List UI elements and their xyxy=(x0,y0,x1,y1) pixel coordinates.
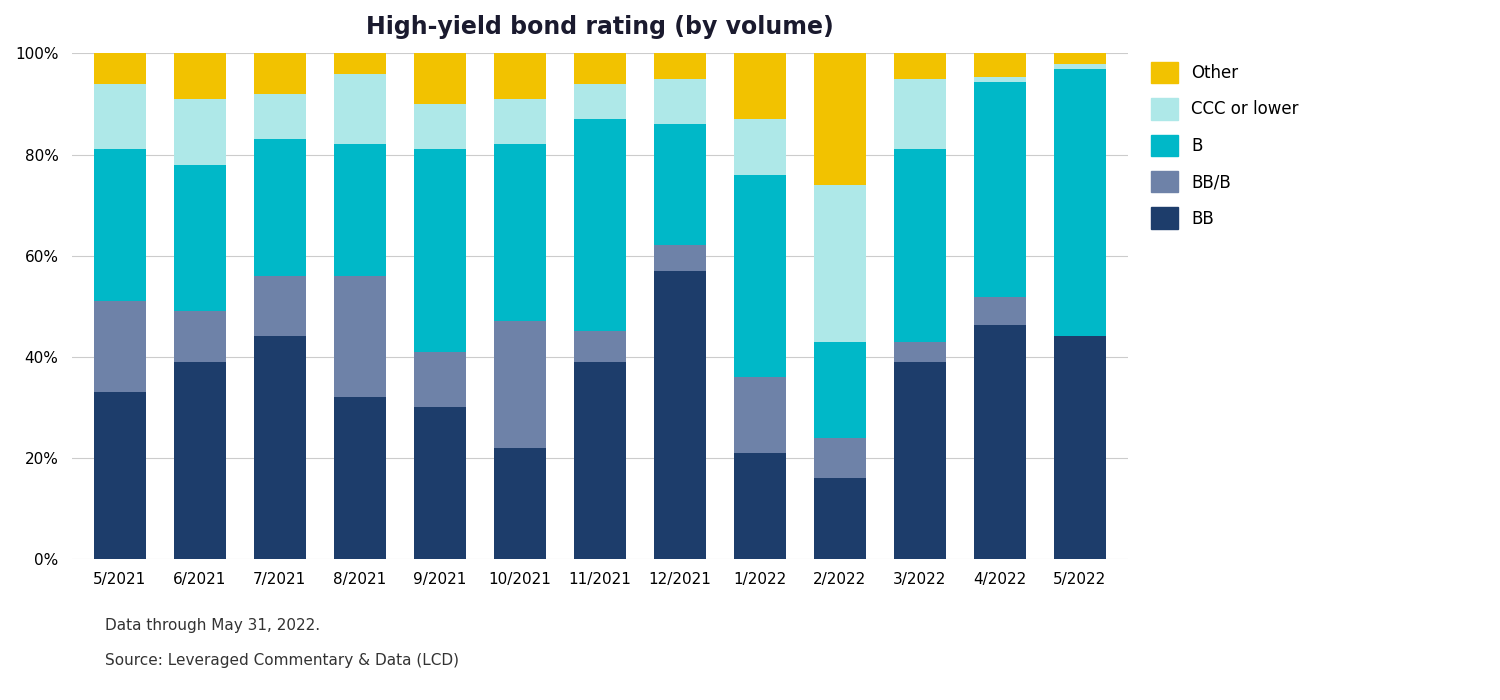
Bar xyxy=(1053,53,1106,64)
Bar xyxy=(93,53,146,84)
Bar xyxy=(654,246,705,271)
Bar xyxy=(93,301,146,392)
Bar xyxy=(414,53,465,104)
Title: High-yield bond rating (by volume): High-yield bond rating (by volume) xyxy=(366,15,834,39)
Bar xyxy=(654,124,705,246)
Bar xyxy=(573,362,626,559)
Bar xyxy=(93,392,146,559)
Bar xyxy=(573,53,626,84)
Bar xyxy=(894,150,945,342)
Bar xyxy=(414,407,465,559)
Bar xyxy=(174,362,225,559)
Bar xyxy=(573,84,626,119)
Bar xyxy=(333,276,386,397)
Bar xyxy=(1053,337,1106,559)
Bar xyxy=(974,82,1026,297)
Bar xyxy=(573,119,626,331)
Bar xyxy=(974,77,1026,82)
Bar xyxy=(734,53,786,119)
Bar xyxy=(174,99,225,164)
Text: Source: Leveraged Commentary & Data (LCD): Source: Leveraged Commentary & Data (LCD… xyxy=(105,653,459,668)
Bar xyxy=(734,453,786,559)
Bar xyxy=(734,175,786,377)
Bar xyxy=(254,94,306,139)
Bar xyxy=(734,377,786,453)
Bar xyxy=(333,53,386,74)
Bar xyxy=(654,271,705,559)
Bar xyxy=(93,150,146,301)
Bar xyxy=(494,447,546,559)
Bar xyxy=(894,362,945,559)
Bar xyxy=(333,144,386,276)
Bar xyxy=(734,119,786,175)
Bar xyxy=(333,397,386,559)
Bar xyxy=(894,342,945,362)
Legend: Other, CCC or lower, B, BB/B, BB: Other, CCC or lower, B, BB/B, BB xyxy=(1146,57,1304,234)
Bar xyxy=(494,99,546,144)
Bar xyxy=(813,53,865,185)
Bar xyxy=(813,342,865,438)
Bar xyxy=(974,53,1026,77)
Bar xyxy=(1053,69,1106,337)
Bar xyxy=(494,321,546,447)
Bar xyxy=(573,331,626,362)
Bar xyxy=(894,53,945,78)
Bar xyxy=(813,478,865,559)
Bar xyxy=(494,53,546,99)
Bar xyxy=(254,139,306,276)
Bar xyxy=(654,78,705,124)
Bar xyxy=(974,326,1026,559)
Bar xyxy=(254,337,306,559)
Bar xyxy=(174,164,225,312)
Bar xyxy=(414,351,465,407)
Text: Data through May 31, 2022.: Data through May 31, 2022. xyxy=(105,618,320,633)
Bar xyxy=(93,84,146,150)
Bar xyxy=(333,74,386,144)
Bar xyxy=(414,104,465,150)
Bar xyxy=(894,78,945,150)
Bar xyxy=(174,53,225,99)
Bar xyxy=(254,276,306,337)
Bar xyxy=(813,185,865,342)
Bar xyxy=(174,312,225,362)
Bar xyxy=(1053,64,1106,69)
Bar xyxy=(414,150,465,351)
Bar xyxy=(254,53,306,94)
Bar xyxy=(494,144,546,321)
Bar xyxy=(974,297,1026,326)
Bar xyxy=(654,53,705,78)
Bar xyxy=(813,438,865,478)
